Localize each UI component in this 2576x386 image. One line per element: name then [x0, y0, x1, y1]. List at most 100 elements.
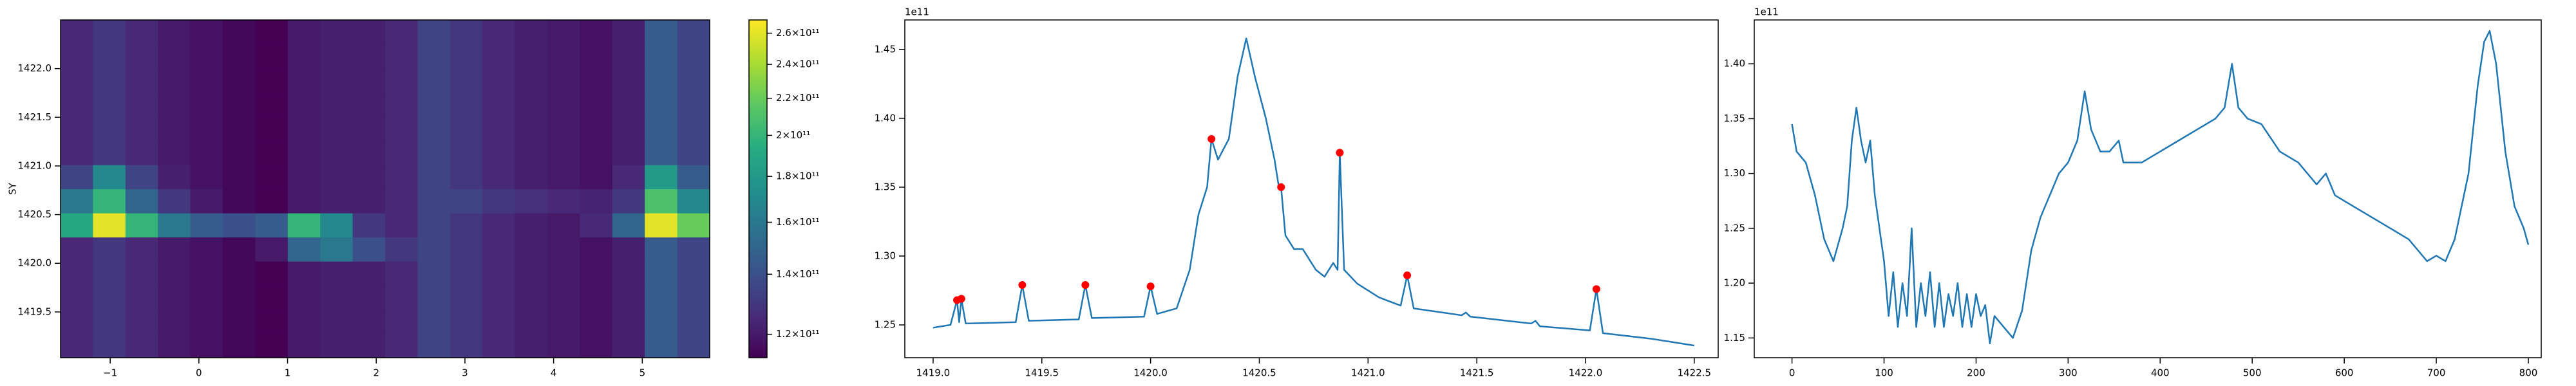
heatmap-cell — [61, 213, 93, 238]
heatmap-cell — [450, 309, 483, 335]
heatmap-cell — [287, 261, 321, 286]
heatmap-cell — [320, 261, 354, 286]
heatmap-cell — [352, 68, 386, 93]
heatmap-cell — [515, 44, 548, 69]
heatmap-cell — [580, 44, 613, 69]
colorbar-gradient — [749, 51, 767, 55]
heatmap-cell — [612, 92, 645, 117]
heatmap-cell — [125, 188, 158, 214]
y-tick-label: 1422.0 — [18, 62, 52, 74]
colorbar-gradient — [749, 180, 767, 183]
colorbar-gradient — [749, 21, 767, 24]
heatmap-cell — [158, 188, 191, 214]
colorbar-gradient — [749, 129, 767, 132]
heatmap-cell — [158, 116, 191, 142]
colorbar-gradient — [749, 77, 767, 80]
heatmap-cell — [255, 165, 289, 190]
heatmap-cell — [645, 237, 678, 262]
heatmap-cell — [482, 237, 516, 262]
heatmap-cell — [547, 165, 580, 190]
heatmap-cell — [677, 92, 710, 117]
colorbar-gradient — [749, 107, 767, 110]
heatmap-cell — [482, 140, 516, 165]
heatmap-cell — [417, 140, 451, 165]
y-tick-label: 1.40 — [875, 112, 896, 124]
x-tick-label: 100 — [1875, 367, 1893, 379]
colorbar-gradient — [749, 99, 767, 102]
colorbar-gradient — [749, 273, 767, 275]
heatmap-cell — [190, 116, 223, 142]
heatmap-cell — [547, 92, 580, 117]
x-tick-label: 200 — [1967, 367, 1985, 379]
x-tick-label: 600 — [2335, 367, 2354, 379]
x-tick-label: 3 — [462, 367, 468, 379]
heatmap-cell — [287, 20, 321, 45]
colorbar-gradient — [749, 91, 767, 93]
colorbar-gradient — [749, 327, 767, 329]
colorbar-gradient — [749, 236, 767, 239]
heatmap-cell — [547, 237, 580, 262]
colorbar-gradient — [749, 224, 767, 226]
heatmap-cell — [190, 165, 223, 190]
colorbar-gradient — [749, 106, 767, 109]
heatmap-cell — [190, 261, 223, 286]
heatmap-cell — [255, 333, 289, 358]
heatmap-cell — [352, 20, 386, 45]
colorbar-gradient — [749, 173, 767, 176]
heatmap-cell — [287, 140, 321, 165]
colorbar-gradient — [749, 165, 767, 167]
colorbar-gradient — [749, 290, 767, 293]
heatmap-cell — [417, 188, 451, 214]
heatmap-cell — [255, 285, 289, 310]
heatmap-cell — [645, 116, 678, 142]
data-line — [933, 37, 1695, 347]
heatmap-cell — [61, 333, 93, 358]
heatmap-cell — [450, 285, 483, 310]
colorbar-gradient — [749, 167, 767, 169]
heatmap-cell — [482, 68, 516, 93]
x-tick-label: 1420.0 — [1133, 367, 1168, 379]
heatmap-cell — [450, 44, 483, 69]
colorbar-gradient — [749, 243, 767, 245]
colorbar-gradient — [749, 285, 767, 288]
heatmap-cell — [417, 92, 451, 117]
colorbar-gradient — [749, 121, 767, 124]
heatmap-cell — [547, 116, 580, 142]
colorbar-gradient — [749, 131, 767, 134]
heatmap-cell — [385, 237, 418, 262]
heatmap-cell — [320, 165, 354, 190]
heatmap-cell — [482, 285, 516, 310]
heatmap-cell — [287, 188, 321, 214]
colorbar-gradient — [749, 300, 767, 302]
colorbar-gradient — [749, 28, 767, 31]
colorbar-gradient — [749, 158, 767, 161]
x-tick-label: 700 — [2427, 367, 2446, 379]
colorbar-gradient — [749, 231, 767, 234]
colorbar-frame — [748, 19, 768, 358]
colorbar-gradient — [749, 169, 767, 171]
heatmap-cell — [645, 165, 678, 190]
heatmap-cell — [223, 92, 256, 117]
heatmap-cell — [417, 333, 451, 358]
heatmap-cell — [287, 92, 321, 117]
colorbar-gradient — [749, 345, 767, 348]
heatmap-cell — [385, 92, 418, 117]
colorbar-gradient — [749, 332, 767, 335]
colorbar-gradient — [749, 161, 767, 164]
colorbar-gradient — [749, 124, 767, 127]
heatmap-cell — [223, 333, 256, 358]
colorbar-gradient — [749, 140, 767, 142]
heatmap-cell — [385, 285, 418, 310]
colorbar-gradient — [749, 177, 767, 179]
heatmap-cell — [482, 20, 516, 45]
heatmap-cell — [93, 213, 126, 238]
colorbar-gradient — [749, 256, 767, 259]
heatmap-cell — [612, 68, 645, 93]
heatmap-cell — [417, 20, 451, 45]
colorbar-gradient — [749, 183, 767, 186]
y-tick-label: 1.25 — [875, 319, 896, 331]
heatmap-cell — [645, 261, 678, 286]
heatmap-cell — [450, 213, 483, 238]
heatmap-cell — [287, 116, 321, 142]
heatmap-cell — [255, 188, 289, 214]
